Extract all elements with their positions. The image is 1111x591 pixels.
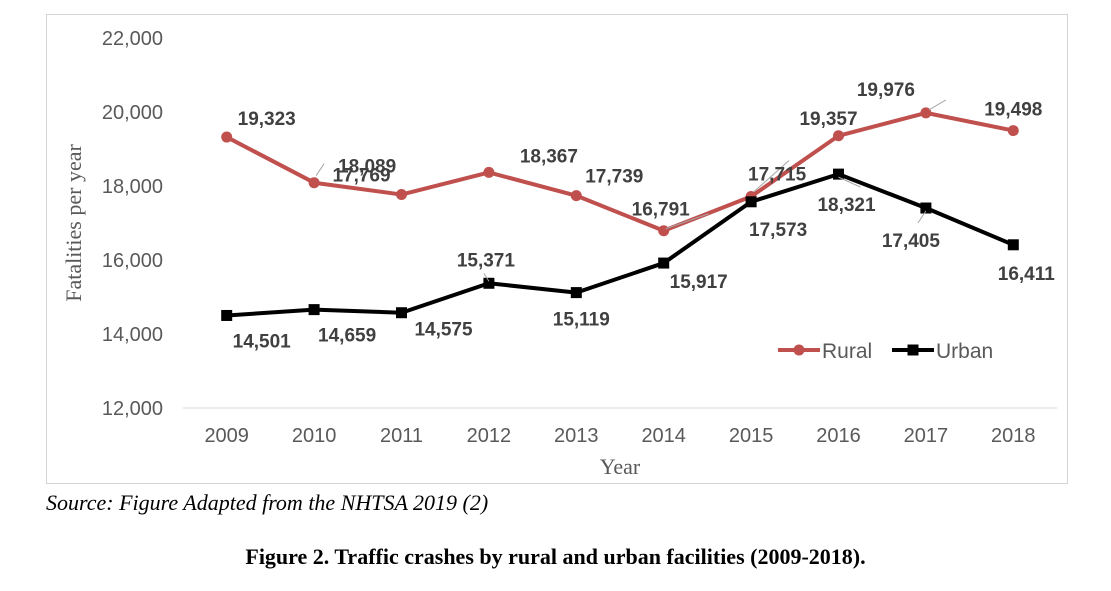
rural-data-label: 19,976 [857, 80, 915, 101]
x-tick-label: 2009 [204, 425, 249, 447]
rural-point [221, 131, 233, 143]
leader-line [753, 160, 790, 192]
legend-rural-label: Rural [822, 340, 872, 363]
rural-data-label: 17,715 [748, 165, 807, 186]
rural-point [920, 107, 932, 119]
urban-point [308, 304, 320, 316]
rural-point [483, 166, 495, 178]
leader-line [665, 213, 709, 230]
urban-point [396, 307, 407, 319]
chart-frame [46, 14, 1068, 484]
rural-point [1007, 125, 1019, 137]
urban-point [833, 168, 844, 180]
urban-data-label: 14,659 [318, 326, 376, 347]
urban-data-label: 16,411 [998, 264, 1055, 285]
urban-data-label: 14,575 [414, 320, 473, 341]
x-tick-label: 2015 [729, 425, 774, 447]
source-note: Source: Figure Adapted from the NHTSA 20… [46, 490, 489, 515]
leader-line [917, 210, 927, 224]
rural-data-label: 19,323 [238, 109, 296, 130]
leader-line [483, 273, 490, 282]
urban-point [920, 202, 932, 214]
rural-data-label: 19,498 [984, 100, 1042, 121]
urban-data-label: 15,119 [553, 310, 610, 331]
rural-data-label: 16,791 [632, 200, 691, 221]
y-axis-title: Fatalities per year [61, 144, 86, 302]
rural-point [570, 190, 582, 202]
x-tick-label: 2018 [991, 425, 1036, 447]
urban-data-label: 15,917 [670, 272, 728, 293]
rural-point [833, 130, 844, 142]
urban-point [745, 196, 757, 208]
x-tick-label: 2017 [904, 425, 949, 447]
x-tick-label: 2011 [380, 425, 423, 447]
urban-data-label: 14,501 [233, 331, 292, 352]
figure-caption: Figure 2. Traffic crashes by rural and u… [245, 544, 866, 569]
urban-series-line [226, 172, 1015, 318]
urban-point [1007, 239, 1019, 251]
x-tick-label: 2014 [641, 425, 686, 447]
urban-data-label: 17,405 [882, 231, 941, 252]
y-tick-label: 12,000 [102, 398, 163, 420]
urban-point [570, 287, 582, 299]
y-tick-label: 20,000 [102, 102, 163, 124]
legend-urban-label: Urban [936, 340, 993, 363]
rural-point [308, 177, 320, 189]
rural-data-label: 18,367 [520, 146, 578, 167]
rural-data-label: 17,739 [585, 167, 643, 188]
leader-line [838, 176, 861, 188]
y-tick-label: 14,000 [102, 324, 163, 346]
rural-point [658, 225, 670, 237]
legend-rural-marker [793, 344, 805, 356]
urban-point [658, 257, 670, 269]
x-tick-label: 2010 [292, 425, 337, 447]
x-tick-label: 2012 [467, 425, 512, 447]
x-tick-label: 2016 [816, 425, 861, 447]
rural-data-label: 18,089 [338, 157, 396, 178]
urban-data-label: 18,321 [817, 195, 876, 216]
urban-point [221, 309, 233, 321]
y-tick-label: 16,000 [102, 250, 163, 272]
rural-series-line [225, 110, 1014, 233]
leader-line [928, 99, 947, 111]
urban-data-label: 17,573 [749, 220, 807, 241]
legend-urban-marker [907, 344, 919, 356]
x-tick-label: 2013 [554, 425, 599, 447]
rural-data-label: 19,357 [799, 109, 857, 130]
urban-point [483, 277, 495, 289]
x-axis-title: Year [600, 454, 641, 479]
y-tick-label: 18,000 [102, 176, 163, 198]
rural-point [396, 189, 407, 201]
urban-data-label: 15,371 [457, 250, 516, 271]
rural-data-label: 17,769 [332, 166, 390, 187]
leader-line [315, 163, 325, 176]
y-tick-label: 22,000 [102, 28, 163, 50]
